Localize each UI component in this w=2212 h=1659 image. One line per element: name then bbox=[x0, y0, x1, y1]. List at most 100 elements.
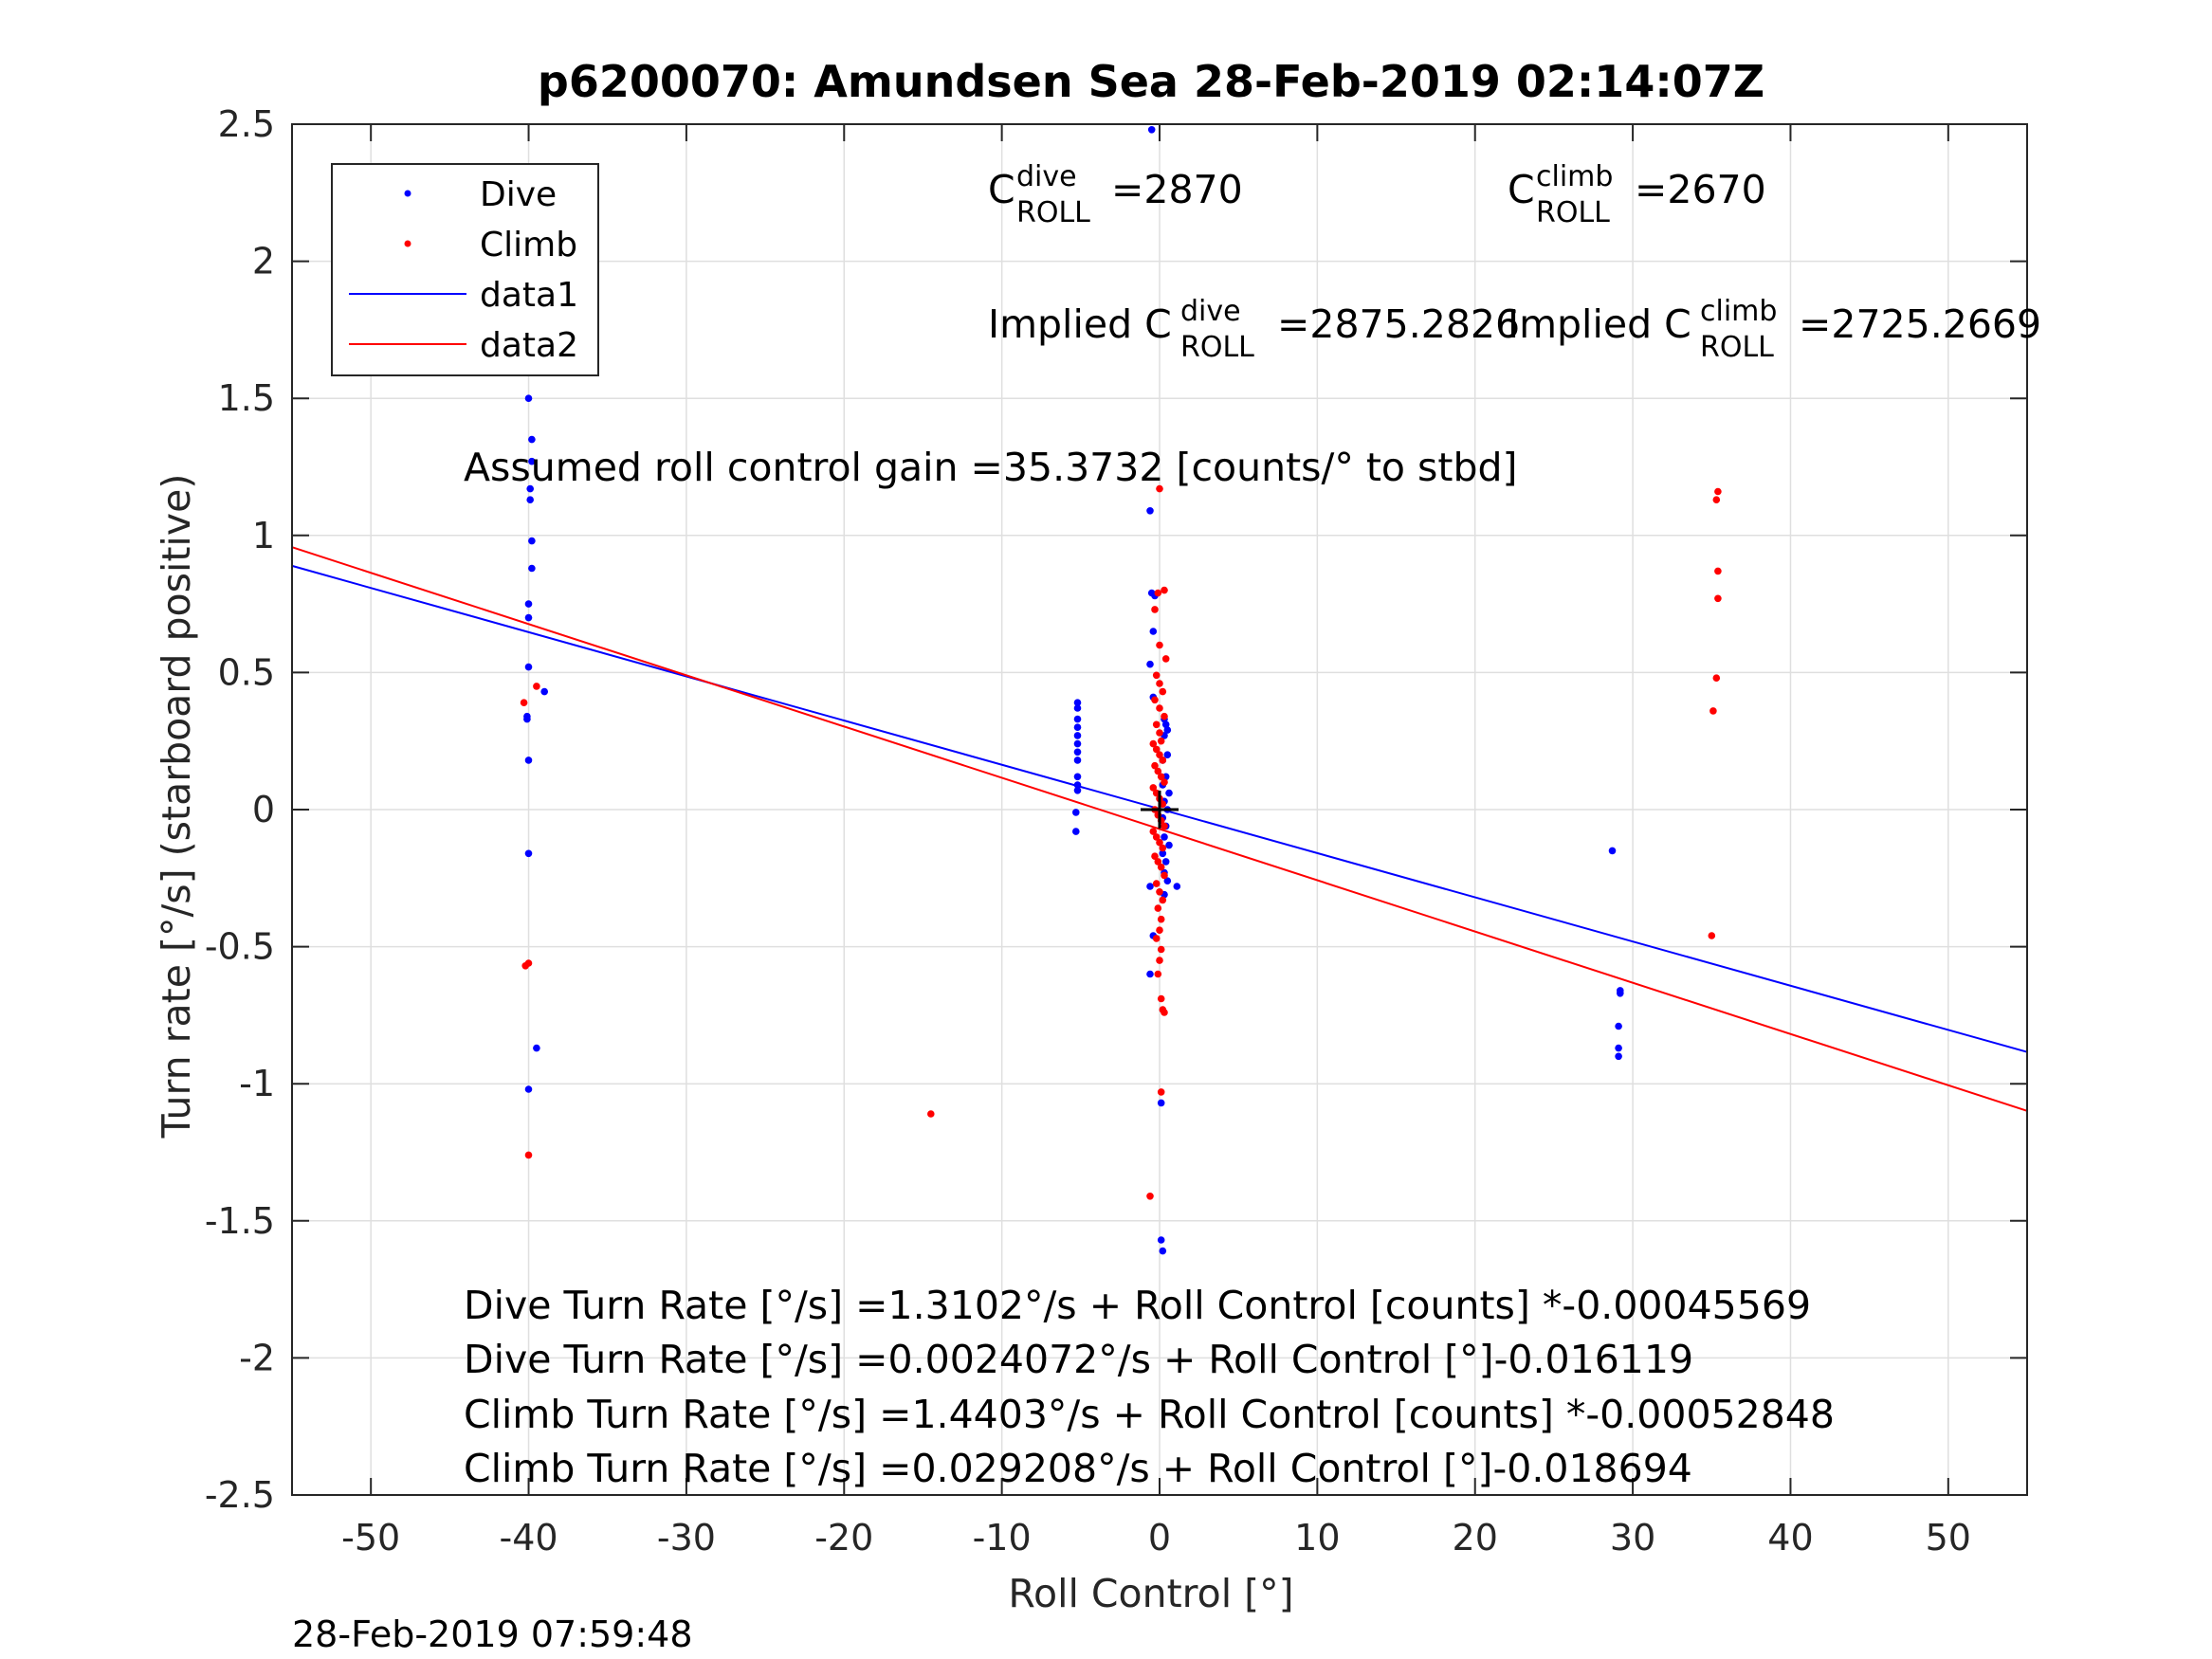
point-climb bbox=[1157, 994, 1165, 1003]
c-roll-climb-sup: climb bbox=[1536, 160, 1613, 193]
y-tick-label: -1 bbox=[239, 1063, 275, 1104]
point-climb bbox=[1151, 761, 1159, 770]
legend-label-climb: Climb bbox=[480, 226, 577, 264]
point-dive bbox=[1161, 858, 1170, 866]
y-tick-label: -1.5 bbox=[205, 1200, 275, 1242]
point-dive bbox=[1161, 720, 1170, 729]
c-roll-climb-base: C bbox=[1508, 167, 1535, 212]
point-climb bbox=[1709, 707, 1717, 715]
implied-dive-value: =2875.2826 bbox=[1277, 301, 1520, 347]
point-dive bbox=[1146, 883, 1154, 890]
point-dive bbox=[1173, 883, 1181, 890]
point-climb bbox=[1161, 1009, 1168, 1016]
point-climb bbox=[1157, 737, 1165, 745]
c-roll-dive-sub: ROLL bbox=[1016, 196, 1090, 229]
point-climb bbox=[1151, 696, 1159, 704]
point-climb bbox=[1149, 739, 1158, 748]
point-dive bbox=[1072, 828, 1080, 835]
fit-equation-dive-degrees: Dive Turn Rate [°/s] =0.0024072°/s + Rol… bbox=[464, 1337, 1693, 1382]
data-points bbox=[520, 126, 1722, 1255]
point-dive bbox=[1073, 704, 1082, 712]
point-dive bbox=[526, 496, 534, 503]
point-climb bbox=[1161, 871, 1168, 880]
point-dive bbox=[524, 613, 533, 622]
point-dive bbox=[528, 564, 536, 573]
fit-equation-climb-degrees: Climb Turn Rate [°/s] =0.029208°/s + Rol… bbox=[464, 1446, 1692, 1491]
c-roll-climb-sub: ROLL bbox=[1536, 196, 1610, 229]
point-climb bbox=[1159, 757, 1167, 764]
point-climb bbox=[1156, 751, 1163, 758]
y-tick-label: 2 bbox=[252, 241, 275, 283]
point-dive bbox=[1146, 507, 1154, 515]
implied-climb-annotation: Implied C climb ROLL =2725.2669 bbox=[1508, 295, 2041, 364]
point-dive bbox=[1615, 1022, 1622, 1030]
implied-dive-annotation: Implied C dive ROLL =2875.2826 bbox=[988, 295, 1520, 364]
point-climb bbox=[1156, 729, 1163, 737]
point-climb bbox=[520, 699, 528, 706]
x-tick-label: -50 bbox=[341, 1517, 400, 1559]
point-climb bbox=[524, 1151, 533, 1159]
fit-equation-climb-counts: Climb Turn Rate [°/s] =1.4403°/s + Roll … bbox=[464, 1392, 1835, 1437]
point-climb bbox=[1157, 945, 1165, 954]
point-climb bbox=[1156, 680, 1163, 687]
point-climb bbox=[1149, 784, 1158, 792]
y-tick-label: 1.5 bbox=[218, 377, 275, 419]
point-climb bbox=[1156, 641, 1163, 649]
c-roll-climb-value: =2670 bbox=[1635, 167, 1766, 212]
point-climb bbox=[1156, 838, 1163, 847]
point-dive bbox=[1615, 1044, 1622, 1052]
x-tick-label: -30 bbox=[657, 1517, 716, 1559]
point-climb bbox=[1157, 915, 1165, 923]
point-climb bbox=[1159, 687, 1167, 696]
point-dive bbox=[524, 757, 533, 764]
x-tick-label: 40 bbox=[1767, 1517, 1813, 1559]
implied-dive-prefix: Implied C bbox=[988, 301, 1172, 347]
point-dive bbox=[1615, 1052, 1622, 1061]
x-tick-label: 0 bbox=[1148, 1517, 1171, 1559]
y-axis-label: Turn rate [°/s] (starboard positive) bbox=[154, 474, 199, 1139]
point-dive bbox=[1073, 715, 1082, 723]
fit-equation-dive-counts: Dive Turn Rate [°/s] =1.3102°/s + Roll C… bbox=[464, 1283, 1811, 1328]
point-dive bbox=[1072, 809, 1080, 816]
point-dive bbox=[1165, 841, 1173, 849]
point-dive bbox=[524, 663, 533, 671]
point-climb bbox=[1712, 496, 1721, 503]
point-dive bbox=[524, 394, 533, 403]
point-dive bbox=[1073, 699, 1082, 706]
point-climb bbox=[1152, 745, 1161, 754]
origin-marker bbox=[1141, 791, 1179, 829]
point-dive bbox=[526, 484, 534, 493]
point-climb bbox=[1156, 484, 1163, 493]
x-axis-label: Roll Control [°] bbox=[1008, 1571, 1293, 1616]
point-climb bbox=[1708, 932, 1716, 939]
legend: Dive Climb data1 data2 bbox=[331, 163, 599, 376]
point-dive bbox=[1608, 847, 1617, 855]
point-dive bbox=[1073, 773, 1082, 781]
c-roll-dive-value: =2870 bbox=[1111, 167, 1243, 212]
x-tick-label: -40 bbox=[500, 1517, 558, 1559]
x-tick-label: 20 bbox=[1453, 1517, 1498, 1559]
point-dive bbox=[528, 537, 536, 545]
point-climb bbox=[1156, 704, 1163, 712]
legend-marker-climb bbox=[404, 240, 411, 247]
y-tick-label: -2.5 bbox=[205, 1474, 275, 1516]
point-climb bbox=[927, 1110, 935, 1118]
point-dive bbox=[524, 849, 533, 858]
point-climb bbox=[1161, 778, 1168, 786]
implied-climb-sub: ROLL bbox=[1700, 331, 1774, 364]
point-climb bbox=[1152, 833, 1161, 841]
x-tick-label: -10 bbox=[973, 1517, 1032, 1559]
point-dive bbox=[1073, 781, 1082, 789]
c-roll-climb-annotation: C climb ROLL =2670 bbox=[1508, 160, 1766, 229]
point-dive bbox=[533, 1044, 540, 1052]
y-tick-label: -0.5 bbox=[205, 926, 275, 968]
implied-climb-sup: climb bbox=[1700, 295, 1777, 328]
point-climb bbox=[1714, 567, 1722, 575]
footer-timestamp: 28-Feb-2019 07:59:48 bbox=[292, 1613, 693, 1655]
series-line-data2 bbox=[291, 546, 2028, 1112]
point-climb bbox=[1152, 671, 1161, 680]
point-climb bbox=[1156, 957, 1163, 964]
roll-gain-annotation: Assumed roll control gain =35.3732 [coun… bbox=[464, 445, 1518, 490]
point-dive bbox=[1157, 1236, 1165, 1244]
axis-ticks: -50 -40 -30 -20 -10 0 10 20 30 40 50-2.5-2-1.5-1-0… bbox=[205, 103, 2027, 1559]
